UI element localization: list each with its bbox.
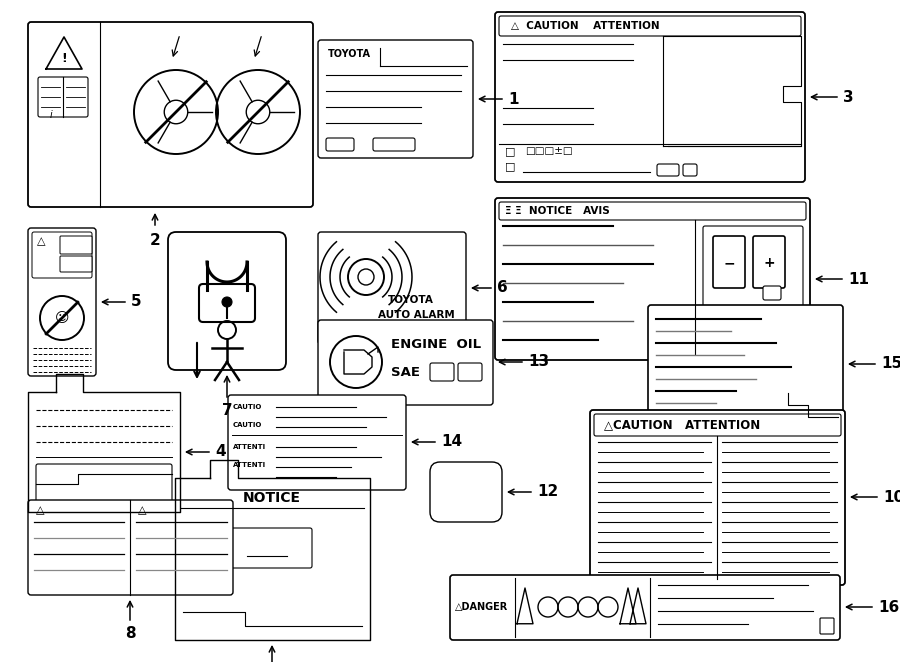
FancyBboxPatch shape [373,138,415,151]
Text: TOYOTA: TOYOTA [328,49,371,59]
FancyBboxPatch shape [648,305,843,423]
FancyBboxPatch shape [38,77,88,117]
FancyBboxPatch shape [228,395,406,490]
FancyBboxPatch shape [499,202,806,220]
Text: 12: 12 [537,485,558,500]
FancyBboxPatch shape [458,363,482,381]
FancyBboxPatch shape [318,40,473,158]
Text: 5: 5 [131,295,141,310]
Text: 10: 10 [883,489,900,504]
Text: △DANGER: △DANGER [455,602,508,612]
Text: ATTENTI: ATTENTI [233,462,266,468]
FancyBboxPatch shape [60,256,92,272]
Text: 7: 7 [221,403,232,418]
Text: Ξ Ξ  NOTICE   AVIS: Ξ Ξ NOTICE AVIS [505,206,610,216]
FancyBboxPatch shape [499,16,801,36]
Text: 2: 2 [149,233,160,248]
FancyBboxPatch shape [430,462,502,522]
FancyBboxPatch shape [594,414,841,436]
FancyBboxPatch shape [495,12,805,182]
Text: □: □ [505,146,516,156]
Text: ☺: ☺ [55,311,69,325]
FancyBboxPatch shape [753,236,785,288]
FancyBboxPatch shape [703,226,803,336]
Text: □: □ [505,161,516,171]
Text: 3: 3 [843,89,853,105]
Text: 13: 13 [528,354,549,369]
Text: CAUTIO: CAUTIO [233,422,263,428]
Text: 6: 6 [497,281,508,295]
Text: △: △ [138,505,147,515]
Text: △  CAUTION    ATTENTION: △ CAUTION ATTENTION [511,21,660,31]
Text: +: + [763,256,775,270]
FancyBboxPatch shape [326,138,354,151]
FancyBboxPatch shape [199,284,255,322]
Text: NOTICE: NOTICE [243,491,301,505]
Text: △: △ [37,236,46,246]
FancyBboxPatch shape [590,410,845,585]
FancyBboxPatch shape [763,286,781,300]
FancyBboxPatch shape [318,320,493,405]
FancyBboxPatch shape [683,164,697,176]
FancyBboxPatch shape [790,344,802,354]
Text: 11: 11 [848,271,869,287]
Text: TOYOTA: TOYOTA [388,295,434,305]
Text: △CAUTION   ATTENTION: △CAUTION ATTENTION [604,418,760,432]
Text: □□□±□: □□□±□ [525,146,572,156]
FancyBboxPatch shape [713,236,745,288]
Text: SAE: SAE [391,365,420,379]
FancyBboxPatch shape [168,232,286,370]
Polygon shape [28,374,180,512]
Text: −: − [724,256,734,270]
FancyBboxPatch shape [36,464,172,502]
FancyBboxPatch shape [450,575,840,640]
FancyBboxPatch shape [28,22,313,207]
Text: CAUTIO: CAUTIO [233,404,263,410]
FancyBboxPatch shape [60,236,92,254]
Text: i: i [50,110,52,120]
FancyBboxPatch shape [32,232,92,278]
Text: △: △ [36,505,44,515]
Text: 4: 4 [215,444,226,459]
Text: 16: 16 [878,600,899,614]
FancyBboxPatch shape [657,164,679,176]
FancyBboxPatch shape [820,618,834,634]
FancyBboxPatch shape [495,198,810,360]
Text: ENGINE  OIL: ENGINE OIL [391,338,482,352]
FancyBboxPatch shape [318,232,466,344]
Text: ATTENTI: ATTENTI [233,444,266,450]
Text: !: ! [61,52,67,66]
Text: AUTO ALARM: AUTO ALARM [378,310,454,320]
Text: 1: 1 [508,91,518,107]
FancyBboxPatch shape [28,228,96,376]
Text: 15: 15 [881,357,900,371]
FancyBboxPatch shape [28,500,233,595]
Text: 8: 8 [125,626,135,641]
Circle shape [222,297,232,307]
Polygon shape [175,460,370,640]
FancyBboxPatch shape [197,528,312,568]
Text: 14: 14 [441,434,462,449]
FancyBboxPatch shape [430,363,454,381]
